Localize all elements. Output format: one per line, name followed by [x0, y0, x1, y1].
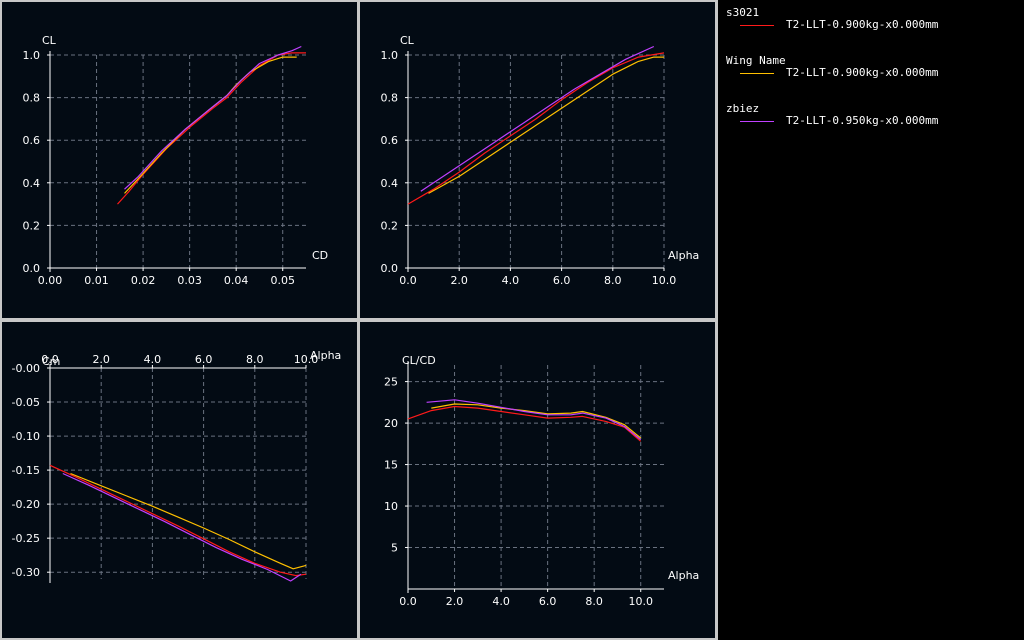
chart-cl-vs-cd[interactable]: 0.00 0.01 0.02 0.03 0.04 0.05 0.0 0.2 0.4 0.6 0.8 1…	[2, 2, 357, 318]
x-tick-label: 0.00	[38, 274, 63, 287]
y-tick-label: -0.15	[12, 464, 40, 477]
series-line-wing-name[interactable]	[70, 472, 307, 570]
legend-name: s3021	[726, 6, 760, 19]
chart-svg-cl-alpha: 0.0 2.0 4.0 6.0 8.0 10.0 0.0 0.2 0.4 0.6 0.8 1.0 Alp…	[381, 34, 700, 287]
x-tick-label: 0.0	[399, 595, 417, 608]
legend-item-s3021[interactable]: s3021 T2-LLT-0.900kg-x0.000mm	[726, 6, 1016, 46]
x-tick-label: 0.03	[177, 274, 202, 287]
x-tick-label: 2.0	[450, 274, 468, 287]
y-tick-label: 0.4	[23, 177, 41, 190]
legend-panel: s3021 T2-LLT-0.900kg-x0.000mm Wing Name …	[718, 0, 1024, 640]
x-tick-label: 10.0	[294, 353, 319, 366]
y-tick-label: 5	[391, 542, 398, 555]
y-tick-label: -0.05	[12, 396, 40, 409]
series-line-wing-name[interactable]	[431, 403, 642, 439]
chart-clcd-vs-alpha[interactable]: 0.0 2.0 4.0 6.0 8.0 10.0 5 10 15 20 25 Alpha CL/CD	[360, 322, 715, 638]
series-line-wing-name[interactable]	[428, 56, 665, 194]
chart-cm-vs-alpha[interactable]: 0.0 2.0 4.0 6.0 8.0 10.0 -0.00 -0.05 -0.10 -0.15 -…	[2, 322, 357, 638]
x-tick-label: 8.0	[246, 353, 264, 366]
legend-label: T2-LLT-0.900kg-x0.000mm	[786, 18, 939, 31]
y-tick-label: 25	[384, 376, 398, 389]
x-tick-label: 0.02	[131, 274, 156, 287]
y-tick-label: 0.0	[381, 262, 399, 275]
y-tick-label: -0.25	[12, 532, 40, 545]
x-tick-label: 0.04	[224, 274, 249, 287]
y-tick-label: 0.4	[381, 177, 399, 190]
y-tick-label: -0.00	[12, 362, 40, 375]
series-line-zbiez[interactable]	[62, 472, 302, 582]
x-tick-label: 10.0	[628, 595, 653, 608]
y-tick-label: -0.20	[12, 498, 40, 511]
legend-item-wing-name[interactable]: Wing Name T2-LLT-0.900kg-x0.000mm	[726, 54, 1016, 94]
y-tick-label: -0.30	[12, 566, 40, 579]
y-tick-label: 15	[384, 459, 398, 472]
y-tick-label: 0.8	[23, 92, 41, 105]
legend-swatch	[740, 25, 774, 26]
chart-cl-vs-alpha[interactable]: 0.0 2.0 4.0 6.0 8.0 10.0 0.0 0.2 0.4 0.6 0.8 1.0 Alp…	[360, 2, 715, 318]
x-tick-label: 0.05	[270, 274, 295, 287]
x-tick-label: 2.0	[92, 353, 110, 366]
y-tick-label: -0.10	[12, 430, 40, 443]
series-line-s3021[interactable]	[117, 52, 307, 205]
x-tick-label: 8.0	[604, 274, 622, 287]
series-line-s3021[interactable]	[407, 52, 665, 205]
x-tick-label: 0.01	[84, 274, 109, 287]
legend-item-zbiez[interactable]: zbiez T2-LLT-0.950kg-x0.000mm	[726, 102, 1016, 142]
x-tick-label: 6.0	[195, 353, 213, 366]
y-axis-label: CL/CD	[402, 354, 436, 367]
x-axis-label: Alpha	[668, 569, 699, 582]
y-tick-label: 0.0	[23, 262, 41, 275]
x-axis-label: Alpha	[668, 249, 699, 262]
y-tick-label: 0.6	[23, 134, 41, 147]
legend-name: Wing Name	[726, 54, 786, 67]
series-line-wing-name[interactable]	[124, 56, 297, 194]
y-axis-label: CL	[400, 34, 415, 47]
chart-svg-cl-cd: 0.00 0.01 0.02 0.03 0.04 0.05 0.0 0.2 0.4 0.6 0.8 1…	[23, 34, 329, 287]
x-tick-label: 4.0	[502, 274, 520, 287]
series-line-zbiez[interactable]	[420, 45, 655, 192]
legend-label: T2-LLT-0.950kg-x0.000mm	[786, 114, 939, 127]
series-line-s3021[interactable]	[407, 405, 642, 442]
series-line-zbiez[interactable]	[124, 45, 302, 190]
x-tick-label: 2.0	[446, 595, 464, 608]
y-tick-label: 20	[384, 417, 398, 430]
series-line-s3021[interactable]	[49, 464, 307, 577]
y-tick-label: 0.6	[381, 134, 399, 147]
y-tick-label: 0.2	[23, 219, 41, 232]
chart-svg-clcd-alpha: 0.0 2.0 4.0 6.0 8.0 10.0 5 10 15 20 25 Alpha CL/CD	[384, 354, 699, 608]
legend-name: zbiez	[726, 102, 760, 115]
y-tick-label: 10	[384, 500, 398, 513]
x-tick-label: 4.0	[492, 595, 510, 608]
x-tick-label: 0.0	[399, 274, 417, 287]
x-tick-label: 4.0	[144, 353, 162, 366]
x-tick-label: 6.0	[553, 274, 571, 287]
x-axis-label: CD	[312, 249, 328, 262]
x-axis-label: Alpha	[310, 349, 341, 362]
y-axis-label: Cm	[42, 355, 60, 368]
x-tick-label: 10.0	[652, 274, 677, 287]
y-tick-label: 0.8	[381, 92, 399, 105]
y-tick-label: 1.0	[381, 49, 399, 62]
y-axis-label: CL	[42, 34, 57, 47]
x-tick-label: 6.0	[539, 595, 557, 608]
legend-swatch	[740, 121, 774, 122]
y-tick-label: 1.0	[23, 49, 41, 62]
legend-label: T2-LLT-0.900kg-x0.000mm	[786, 66, 939, 79]
x-tick-label: 0.0	[41, 353, 59, 366]
legend-swatch	[740, 73, 774, 74]
chart-svg-cm-alpha: 0.0 2.0 4.0 6.0 8.0 10.0 -0.00 -0.05 -0.10 -0.15 -…	[12, 349, 341, 583]
series-line-zbiez[interactable]	[426, 399, 642, 441]
x-tick-label: 8.0	[585, 595, 603, 608]
y-tick-label: 0.2	[381, 219, 399, 232]
